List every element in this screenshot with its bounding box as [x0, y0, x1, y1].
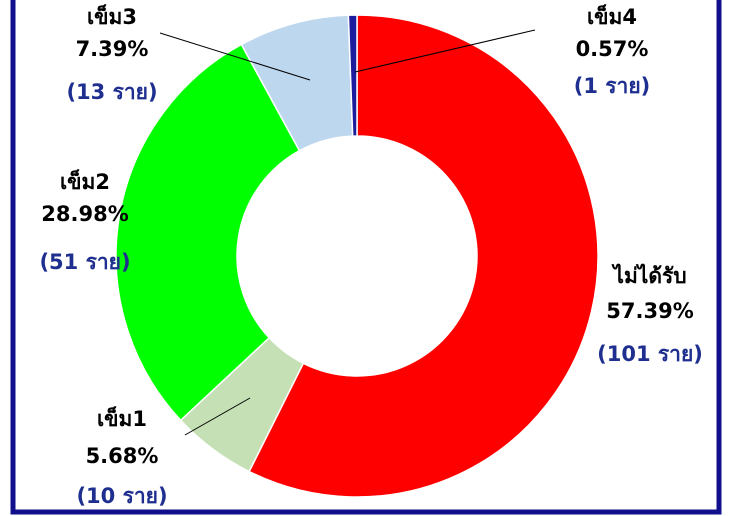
- value-label: 0.57%: [576, 37, 649, 61]
- donut-slice: [115, 43, 301, 422]
- category-label: ไม่ได้รับ: [611, 263, 686, 288]
- frame: [10, 0, 722, 515]
- category-label: เข็ม2: [60, 168, 110, 194]
- count-label: (1 ราย): [574, 74, 651, 98]
- leader-line: [159, 32, 311, 81]
- value-label: 57.39%: [606, 299, 693, 323]
- donut-slice: [347, 14, 358, 137]
- category-label: เข็ม1: [97, 405, 147, 431]
- count-label: (10 ราย): [76, 484, 167, 508]
- value-label: 5.68%: [86, 444, 159, 468]
- leader-line: [354, 29, 536, 73]
- donut-slice: [248, 14, 599, 498]
- value-label: 7.39%: [76, 37, 149, 61]
- category-label: เข็ม3: [87, 3, 137, 29]
- count-label: (101 ราย): [597, 342, 703, 366]
- leader-line: [184, 397, 251, 436]
- count-label: (13 ราย): [66, 80, 157, 104]
- count-label: (51 ราย): [39, 250, 130, 274]
- category-label: เข็ม4: [587, 3, 637, 29]
- value-label: 28.98%: [41, 202, 128, 226]
